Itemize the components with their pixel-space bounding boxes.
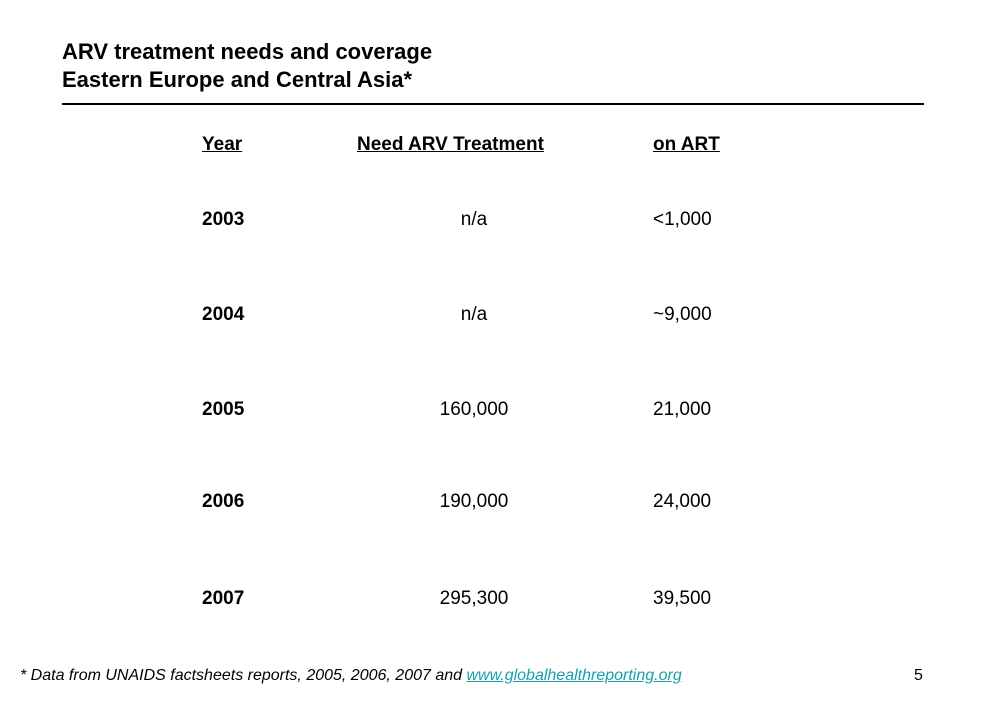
cell-year: 2003 xyxy=(202,209,245,230)
cell-year: 2005 xyxy=(202,399,245,420)
cell-year: 2007 xyxy=(202,588,245,609)
footnote-text: * Data from UNAIDS factsheets reports, 2… xyxy=(20,667,467,684)
cell-on-art: 39,500 xyxy=(653,588,712,609)
cell-on-art: <1,000 xyxy=(653,209,712,230)
title-line-1: ARV treatment needs and coverage xyxy=(62,39,433,64)
slide-title: ARV treatment needs and coverage Eastern… xyxy=(62,38,432,94)
header-need-arv: Need ARV Treatment xyxy=(357,134,544,155)
cell-on-art: 24,000 xyxy=(653,491,712,512)
header-on-art: on ART xyxy=(653,134,720,155)
source-link[interactable]: www.globalhealthreporting.org xyxy=(466,667,682,684)
title-line-2: Eastern Europe and Central Asia* xyxy=(62,67,413,92)
cell-on-art: 21,000 xyxy=(653,399,712,420)
cell-need: n/a xyxy=(460,304,488,325)
cell-need: 190,000 xyxy=(439,491,509,512)
page-number: 5 xyxy=(914,667,923,684)
cell-year: 2006 xyxy=(202,491,245,512)
cell-on-art: ~9,000 xyxy=(653,304,712,325)
header-year: Year xyxy=(202,134,243,155)
title-divider xyxy=(62,103,924,105)
cell-need: 160,000 xyxy=(439,399,509,420)
cell-need: 295,300 xyxy=(439,588,509,609)
footnote: * Data from UNAIDS factsheets reports, 2… xyxy=(20,666,682,686)
cell-year: 2004 xyxy=(202,304,245,325)
cell-need: n/a xyxy=(460,209,488,230)
